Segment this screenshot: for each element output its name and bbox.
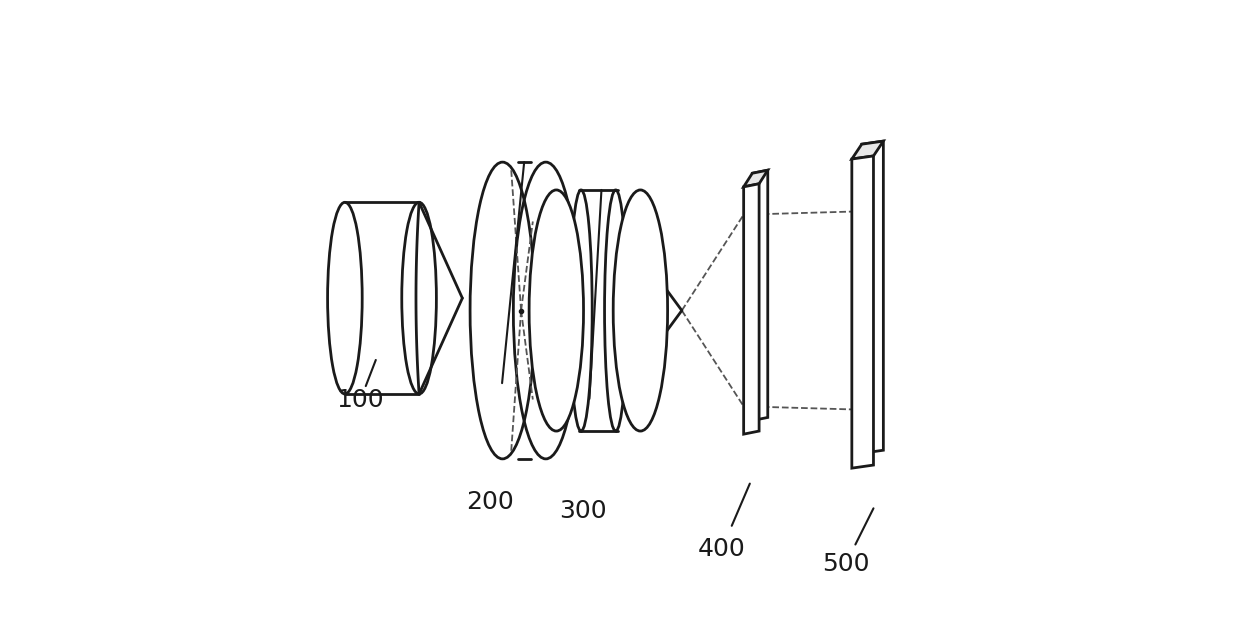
Ellipse shape [529, 190, 584, 431]
Ellipse shape [614, 190, 667, 431]
Polygon shape [345, 202, 419, 394]
Polygon shape [744, 170, 768, 187]
Polygon shape [862, 141, 883, 453]
Ellipse shape [547, 190, 650, 431]
Ellipse shape [327, 202, 362, 394]
Text: 500: 500 [822, 552, 869, 576]
Ellipse shape [570, 190, 593, 431]
Polygon shape [619, 224, 682, 397]
Ellipse shape [486, 162, 563, 459]
Ellipse shape [605, 190, 626, 431]
Polygon shape [419, 202, 463, 394]
Polygon shape [852, 141, 883, 159]
Polygon shape [852, 156, 873, 468]
Ellipse shape [402, 202, 436, 394]
Text: 200: 200 [466, 490, 515, 514]
Text: 300: 300 [559, 499, 606, 524]
Text: 400: 400 [698, 537, 746, 561]
Text: 100: 100 [336, 388, 384, 412]
Polygon shape [753, 170, 768, 420]
Polygon shape [744, 184, 759, 434]
